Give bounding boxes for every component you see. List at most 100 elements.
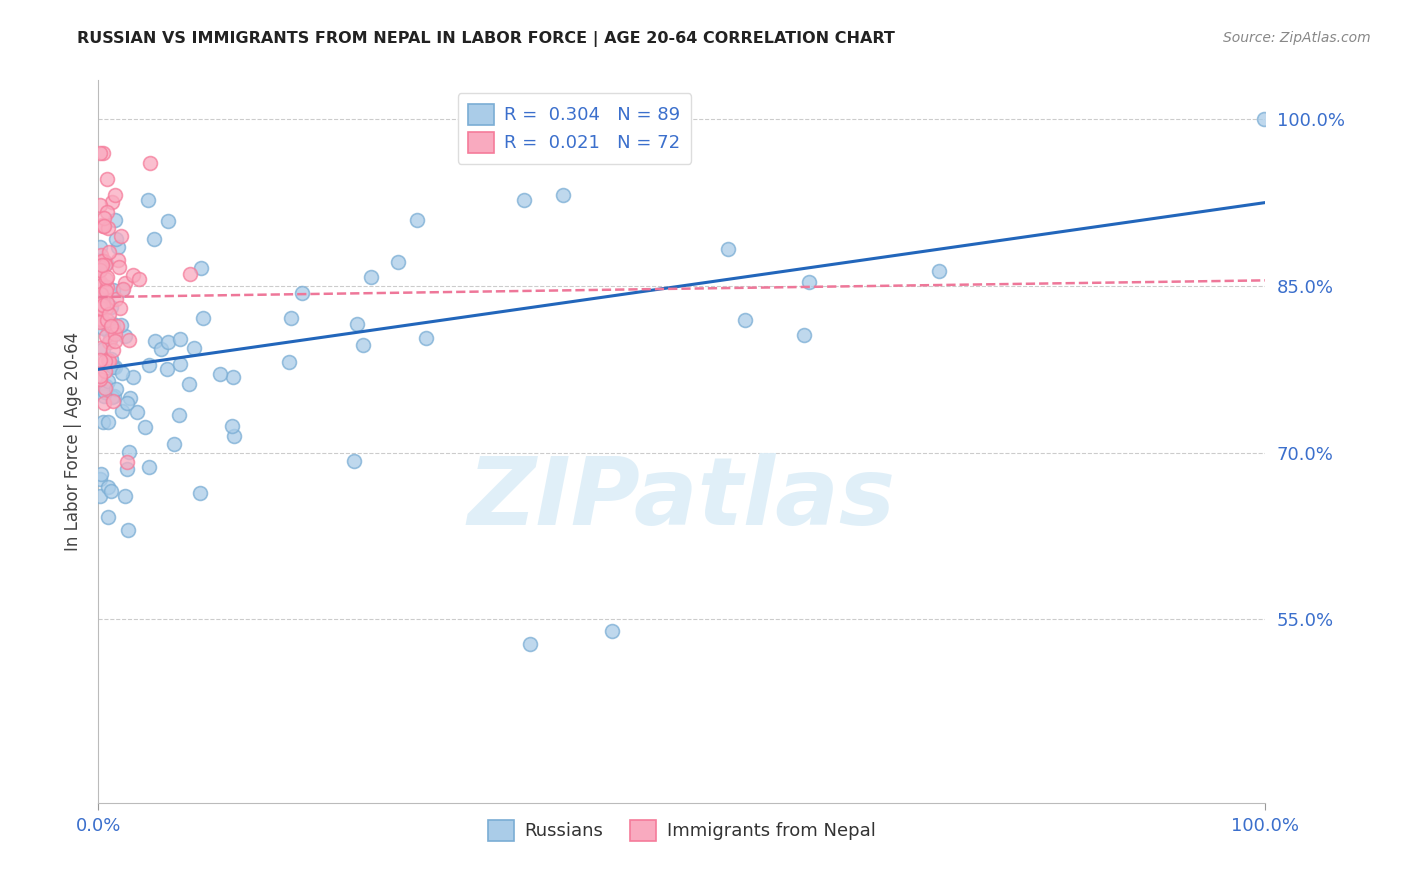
Point <box>94 301 117 316</box>
Point <box>89 368 111 383</box>
Point <box>101 317 124 331</box>
Point <box>111 282 134 296</box>
Point <box>111 404 134 418</box>
Point <box>105 232 128 246</box>
Point <box>100 483 122 498</box>
Point <box>1253 112 1275 127</box>
Point <box>100 391 122 405</box>
Point <box>89 260 111 274</box>
Text: RUSSIAN VS IMMIGRANTS FROM NEPAL IN LABOR FORCE | AGE 20-64 CORRELATION CHART: RUSSIAN VS IMMIGRANTS FROM NEPAL IN LABO… <box>77 31 896 47</box>
Point <box>120 392 142 406</box>
Point <box>136 193 159 207</box>
Point <box>103 389 125 403</box>
Point <box>101 360 124 375</box>
Point <box>104 213 127 227</box>
Point <box>89 197 111 211</box>
Point <box>169 358 191 372</box>
Point <box>90 287 112 301</box>
Point <box>105 292 128 306</box>
Point <box>513 193 536 207</box>
Point <box>183 342 205 356</box>
Point <box>94 364 117 378</box>
Point <box>89 260 111 274</box>
Point <box>188 485 211 500</box>
Point <box>91 313 114 327</box>
Point <box>94 354 117 368</box>
Point <box>163 437 186 451</box>
Point <box>93 380 115 394</box>
Point <box>114 489 136 503</box>
Point <box>94 288 117 302</box>
Point <box>110 318 132 332</box>
Point <box>117 524 139 538</box>
Point <box>101 195 124 210</box>
Point <box>91 218 114 232</box>
Point <box>121 369 143 384</box>
Point <box>97 480 120 494</box>
Point <box>360 270 382 285</box>
Point <box>115 462 138 476</box>
Point <box>405 213 427 227</box>
Point <box>191 311 214 326</box>
Point <box>110 301 132 315</box>
Point <box>89 315 111 329</box>
Point <box>125 405 148 419</box>
Point <box>100 300 122 314</box>
Point <box>93 219 115 233</box>
Point <box>115 396 138 410</box>
Point <box>928 264 950 278</box>
Point <box>156 214 179 228</box>
Point <box>93 254 115 268</box>
Point <box>167 408 190 422</box>
Point <box>143 334 166 349</box>
Point <box>222 369 245 384</box>
Point <box>519 637 541 651</box>
Point <box>90 278 112 293</box>
Point <box>190 261 212 276</box>
Point <box>89 489 111 503</box>
Point <box>98 333 121 347</box>
Point <box>138 359 160 373</box>
Point <box>94 379 117 393</box>
Point <box>96 313 118 327</box>
Point <box>89 341 111 355</box>
Point <box>104 359 127 374</box>
Point <box>89 301 111 316</box>
Point <box>717 242 740 256</box>
Point <box>111 283 134 297</box>
Point <box>93 389 115 403</box>
Point <box>208 367 231 381</box>
Point <box>93 211 115 225</box>
Point <box>93 219 115 234</box>
Point <box>118 445 141 459</box>
Point <box>94 285 117 299</box>
Point <box>111 366 134 380</box>
Point <box>94 258 117 272</box>
Y-axis label: In Labor Force | Age 20-64: In Labor Force | Age 20-64 <box>63 332 82 551</box>
Point <box>90 248 112 262</box>
Point <box>89 372 111 386</box>
Point <box>278 355 301 369</box>
Point <box>94 385 117 400</box>
Point <box>96 204 118 219</box>
Point <box>793 328 815 343</box>
Point <box>98 354 121 368</box>
Point <box>115 455 138 469</box>
Point <box>103 187 125 202</box>
Point <box>734 312 756 326</box>
Point <box>97 220 120 235</box>
Point <box>101 393 124 408</box>
Point <box>280 310 302 325</box>
Point <box>90 311 112 326</box>
Point <box>387 255 409 269</box>
Text: Source: ZipAtlas.com: Source: ZipAtlas.com <box>1223 31 1371 45</box>
Point <box>221 419 243 434</box>
Point <box>177 377 200 392</box>
Legend: Russians, Immigrants from Nepal: Russians, Immigrants from Nepal <box>481 813 883 848</box>
Point <box>96 269 118 284</box>
Point <box>93 396 115 410</box>
Point <box>103 324 125 338</box>
Point <box>108 260 131 275</box>
Point <box>91 298 114 312</box>
Point <box>89 472 111 486</box>
